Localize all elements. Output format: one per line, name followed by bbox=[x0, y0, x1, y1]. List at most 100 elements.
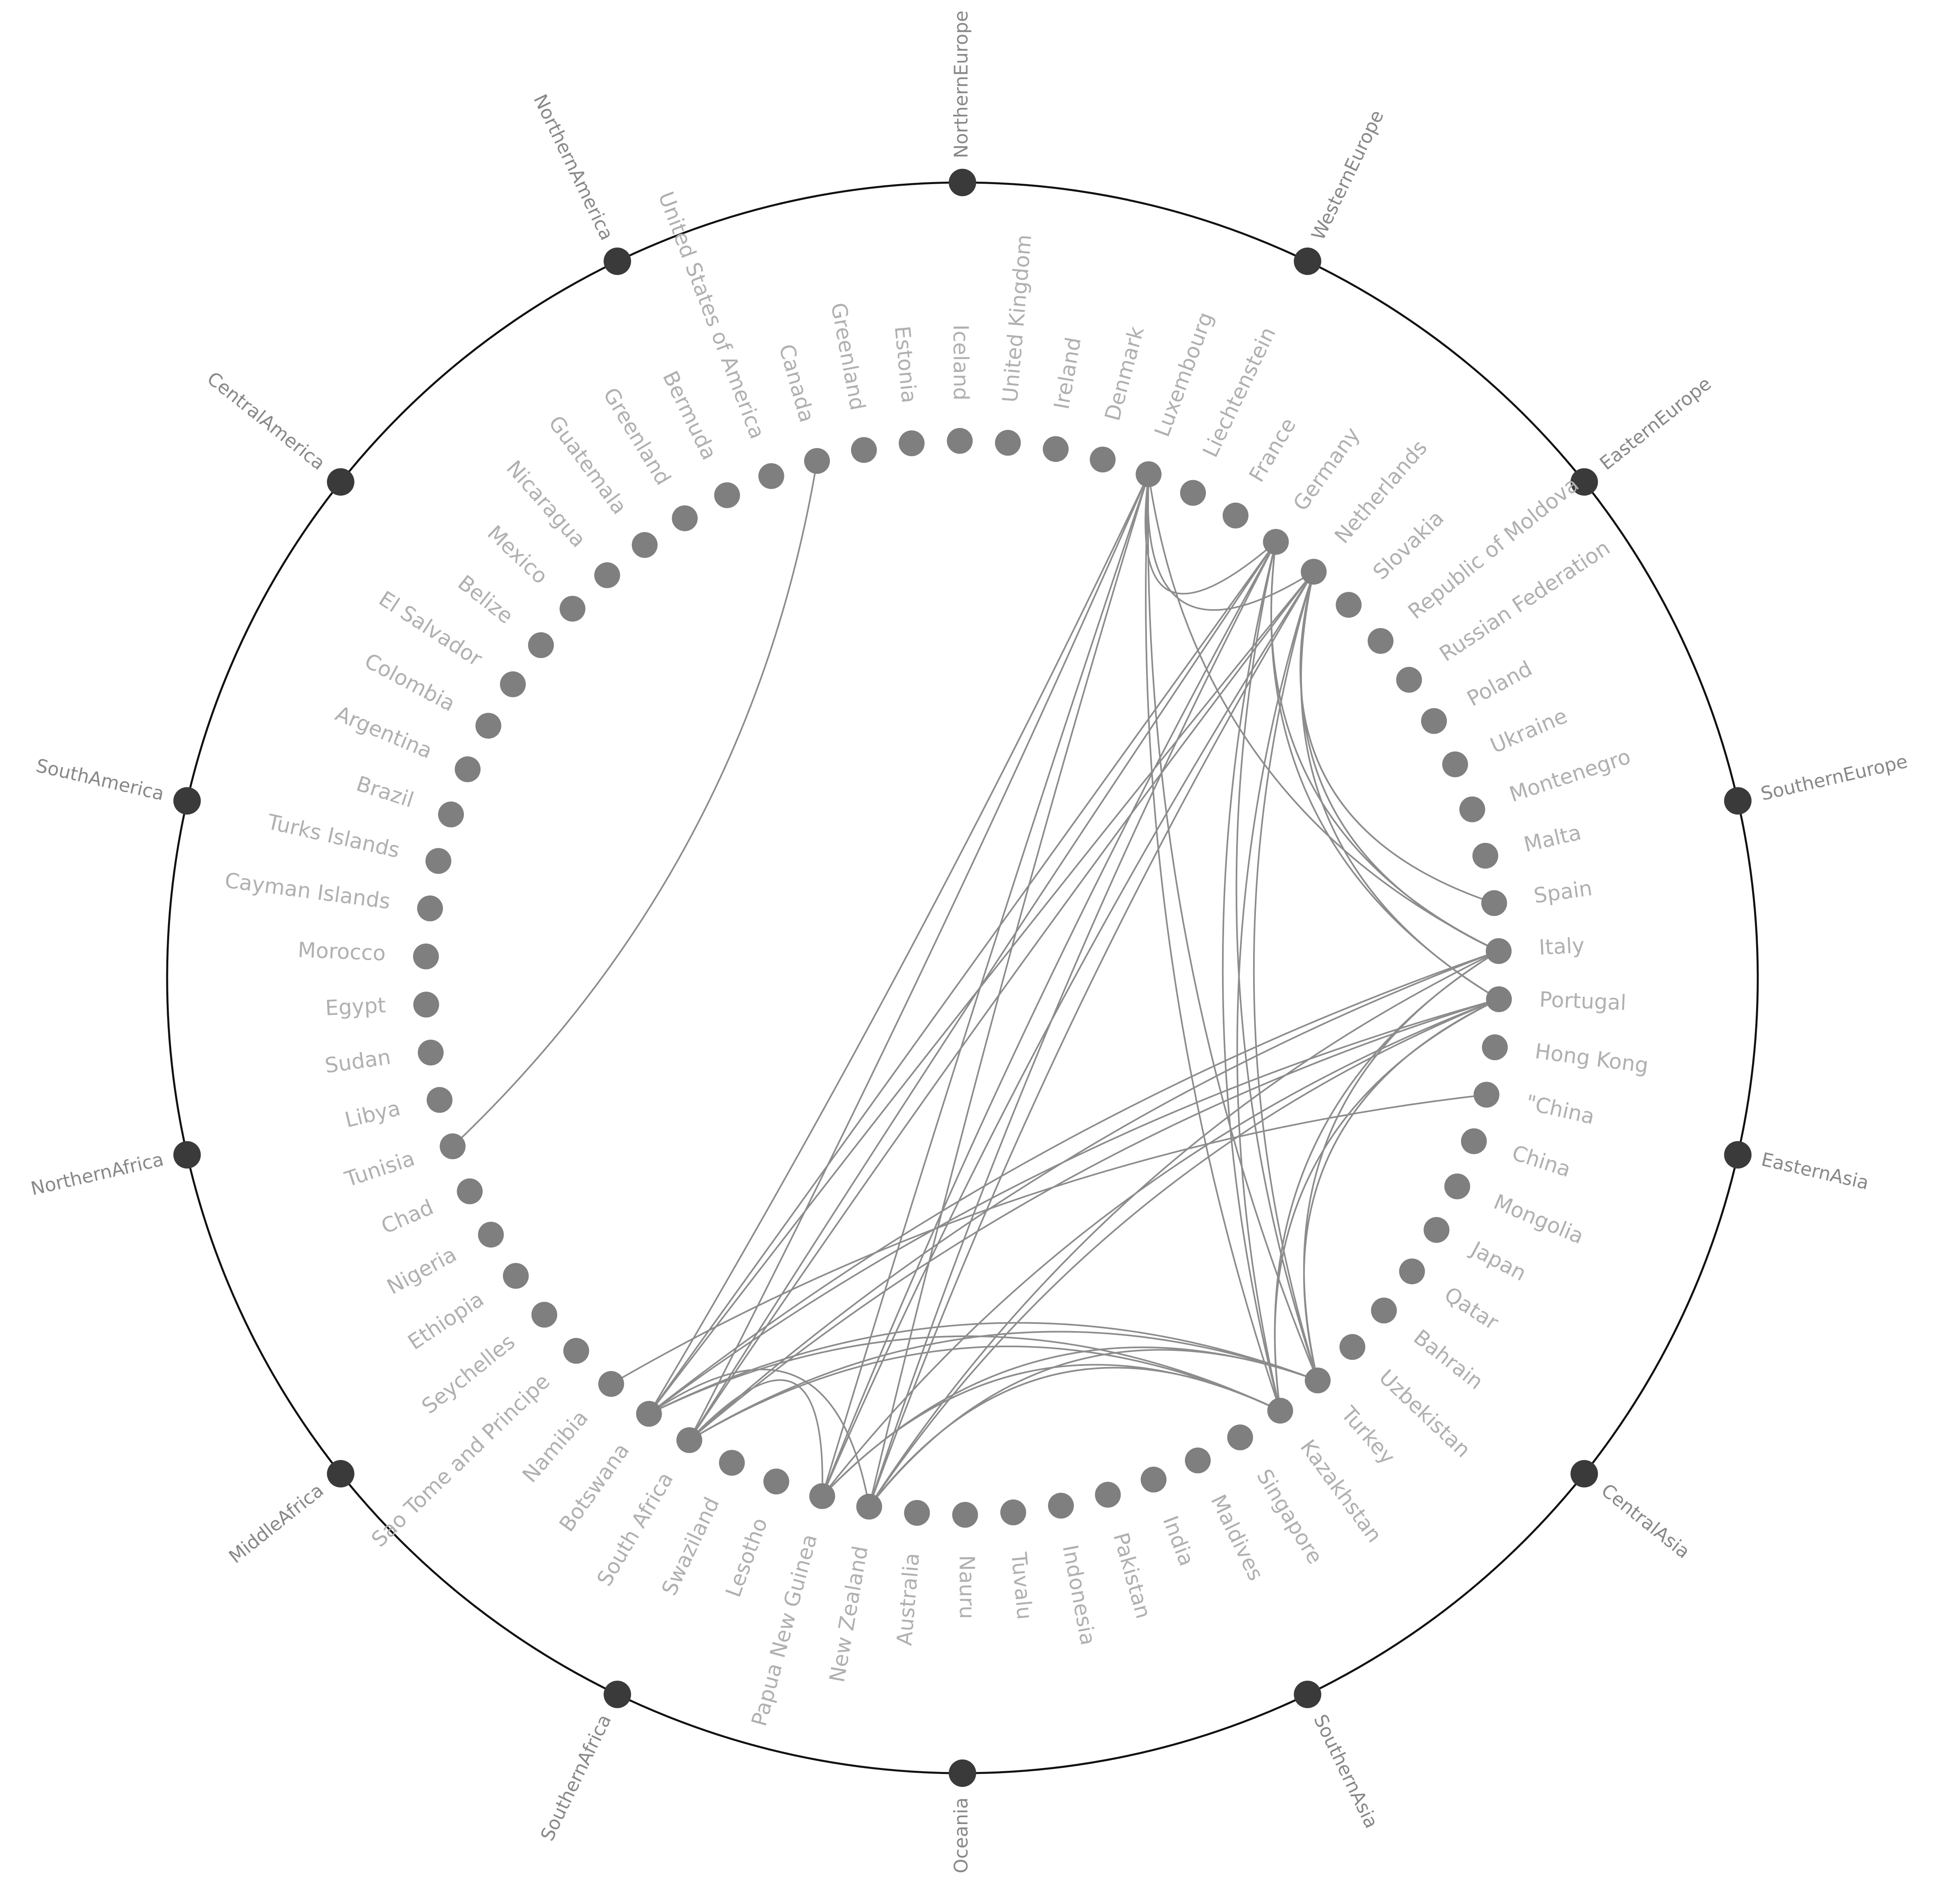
region-label-northerneurope: NorthernEurope bbox=[950, 10, 972, 158]
region-node-oceania[interactable] bbox=[949, 1759, 976, 1787]
country-node-egypt[interactable] bbox=[413, 992, 439, 1018]
country-node-el-salvador[interactable] bbox=[500, 671, 526, 697]
region-node-northernamerica[interactable] bbox=[604, 247, 631, 275]
link-netherlands-turkey bbox=[1253, 571, 1319, 1381]
country-node-seychelles[interactable] bbox=[531, 1302, 558, 1328]
country-node-france[interactable] bbox=[1222, 502, 1249, 528]
link-south-africa-papua-new-guinea bbox=[689, 1379, 824, 1496]
link-italy-south-africa bbox=[689, 950, 1499, 1441]
country-node-nauru[interactable] bbox=[952, 1502, 978, 1528]
country-label-egypt: Egypt bbox=[325, 993, 386, 1020]
country-node-nicaragua[interactable] bbox=[594, 562, 620, 588]
link-netherlands-botswana bbox=[648, 571, 1314, 1415]
country-node-nigeria[interactable] bbox=[478, 1222, 504, 1248]
country-node-greenland[interactable] bbox=[672, 505, 698, 531]
country-node-south-africa[interactable] bbox=[676, 1427, 702, 1453]
country-node-italy[interactable] bbox=[1486, 938, 1512, 964]
region-node-centralasia[interactable] bbox=[1570, 1460, 1598, 1488]
country-node-bahrain[interactable] bbox=[1371, 1298, 1397, 1323]
country-node-pakistan[interactable] bbox=[1095, 1482, 1121, 1508]
country-node-australia[interactable] bbox=[904, 1500, 930, 1526]
country-node-brazil[interactable] bbox=[438, 801, 464, 828]
country-node-liechtenstein[interactable] bbox=[1180, 480, 1206, 506]
country-node-montenegro[interactable] bbox=[1459, 796, 1485, 822]
country-node-uzbekistan[interactable] bbox=[1339, 1334, 1365, 1360]
country-node-lesotho[interactable] bbox=[763, 1468, 789, 1495]
region-node-southernasia[interactable] bbox=[1293, 1680, 1321, 1708]
country-node-qatar[interactable] bbox=[1399, 1258, 1425, 1285]
country-node-india[interactable] bbox=[1140, 1466, 1167, 1493]
country-node-spain[interactable] bbox=[1481, 890, 1507, 916]
country-node-belize[interactable] bbox=[528, 632, 554, 658]
region-node-middleafrica[interactable] bbox=[327, 1460, 354, 1488]
region-node-southamerica[interactable] bbox=[173, 787, 201, 815]
country-node-ukraine[interactable] bbox=[1442, 751, 1468, 778]
country-node-canada[interactable] bbox=[804, 448, 830, 474]
country-node-greenland[interactable] bbox=[851, 437, 877, 463]
country-node-united-states-of-america[interactable] bbox=[758, 463, 784, 489]
country-node-sao-tome-and-principe[interactable] bbox=[563, 1338, 589, 1364]
country-node-tunisia[interactable] bbox=[440, 1133, 466, 1160]
link-portugal-turkey bbox=[1303, 998, 1499, 1381]
country-node-portugal[interactable] bbox=[1486, 986, 1512, 1012]
region-node-northerneurope[interactable] bbox=[949, 169, 976, 196]
region-node-westerneurope[interactable] bbox=[1293, 247, 1321, 275]
country-node-sudan[interactable] bbox=[417, 1040, 444, 1066]
country-node-kazakhstan[interactable] bbox=[1267, 1398, 1293, 1424]
link-portugal-botswana bbox=[648, 998, 1499, 1415]
country-node-turks-islands[interactable] bbox=[425, 848, 451, 874]
country-node-iceland[interactable] bbox=[947, 428, 973, 454]
country-node-swaziland[interactable] bbox=[719, 1450, 745, 1476]
country-node-china[interactable] bbox=[1461, 1128, 1487, 1154]
region-node-northernafrica[interactable] bbox=[173, 1141, 201, 1169]
country-node-morocco[interactable] bbox=[413, 944, 439, 969]
country-node-colombia[interactable] bbox=[475, 713, 501, 739]
region-node-easterneurope[interactable] bbox=[1570, 468, 1598, 496]
link-netherlands-portugal bbox=[1300, 571, 1499, 1000]
country-node-papua-new-guinea[interactable] bbox=[809, 1483, 835, 1509]
country-node-republic-of-moldova[interactable] bbox=[1367, 628, 1394, 654]
country-node-russian-federation[interactable] bbox=[1396, 667, 1422, 693]
link-canada-tunisia bbox=[452, 461, 818, 1147]
link-luxembourg-italy bbox=[1148, 474, 1499, 952]
country-node-hong-kong[interactable] bbox=[1482, 1034, 1508, 1060]
country-label-italy: Italy bbox=[1539, 933, 1585, 960]
country-node-luxembourg[interactable] bbox=[1136, 461, 1162, 487]
country-node-guatemala[interactable] bbox=[631, 532, 658, 558]
country-node-united-kingdom[interactable] bbox=[995, 430, 1021, 456]
country-node-new-zealand[interactable] bbox=[856, 1493, 882, 1520]
region-node-easternasia[interactable] bbox=[1724, 1141, 1752, 1169]
country-node-cayman-islands[interactable] bbox=[417, 895, 443, 921]
link-germany-botswana bbox=[648, 541, 1277, 1415]
country-node-chad[interactable] bbox=[457, 1178, 483, 1204]
country-node-libya[interactable] bbox=[426, 1087, 453, 1113]
country-node-botswana[interactable] bbox=[636, 1401, 662, 1427]
region-node-centralamerica[interactable] bbox=[327, 468, 354, 496]
country-node-denmark[interactable] bbox=[1090, 447, 1116, 473]
country-node-slovakia[interactable] bbox=[1335, 592, 1362, 618]
country-node-ireland[interactable] bbox=[1043, 436, 1069, 462]
region-node-southerneurope[interactable] bbox=[1724, 787, 1752, 815]
country-node-namibia[interactable] bbox=[598, 1371, 624, 1397]
country-node-netherlands[interactable] bbox=[1301, 559, 1327, 585]
region-label-oceania: Oceania bbox=[950, 1797, 972, 1873]
country-node-singapore[interactable] bbox=[1227, 1424, 1253, 1451]
country-node-japan[interactable] bbox=[1423, 1217, 1450, 1243]
country-node-argentina[interactable] bbox=[455, 756, 481, 782]
country-node-tuvalu[interactable] bbox=[1000, 1499, 1026, 1525]
country-node-maldives[interactable] bbox=[1185, 1447, 1211, 1474]
country-node-malta[interactable] bbox=[1472, 843, 1499, 869]
link-luxembourg-new-zealand bbox=[868, 474, 1150, 1507]
country-node-poland[interactable] bbox=[1421, 708, 1447, 734]
country-node-mexico[interactable] bbox=[560, 596, 586, 622]
country-node-estonia[interactable] bbox=[899, 430, 925, 456]
link-luxembourg-south-africa bbox=[688, 474, 1149, 1441]
country-node-indonesia[interactable] bbox=[1048, 1493, 1074, 1519]
country-node-germany[interactable] bbox=[1263, 529, 1289, 555]
country-node-turkey[interactable] bbox=[1305, 1367, 1331, 1394]
country-node-china[interactable] bbox=[1474, 1082, 1500, 1108]
country-node-mongolia[interactable] bbox=[1444, 1173, 1470, 1199]
country-node-ethiopia[interactable] bbox=[503, 1263, 529, 1289]
country-node-bermuda[interactable] bbox=[714, 482, 740, 508]
region-node-southernafrica[interactable] bbox=[604, 1680, 631, 1708]
